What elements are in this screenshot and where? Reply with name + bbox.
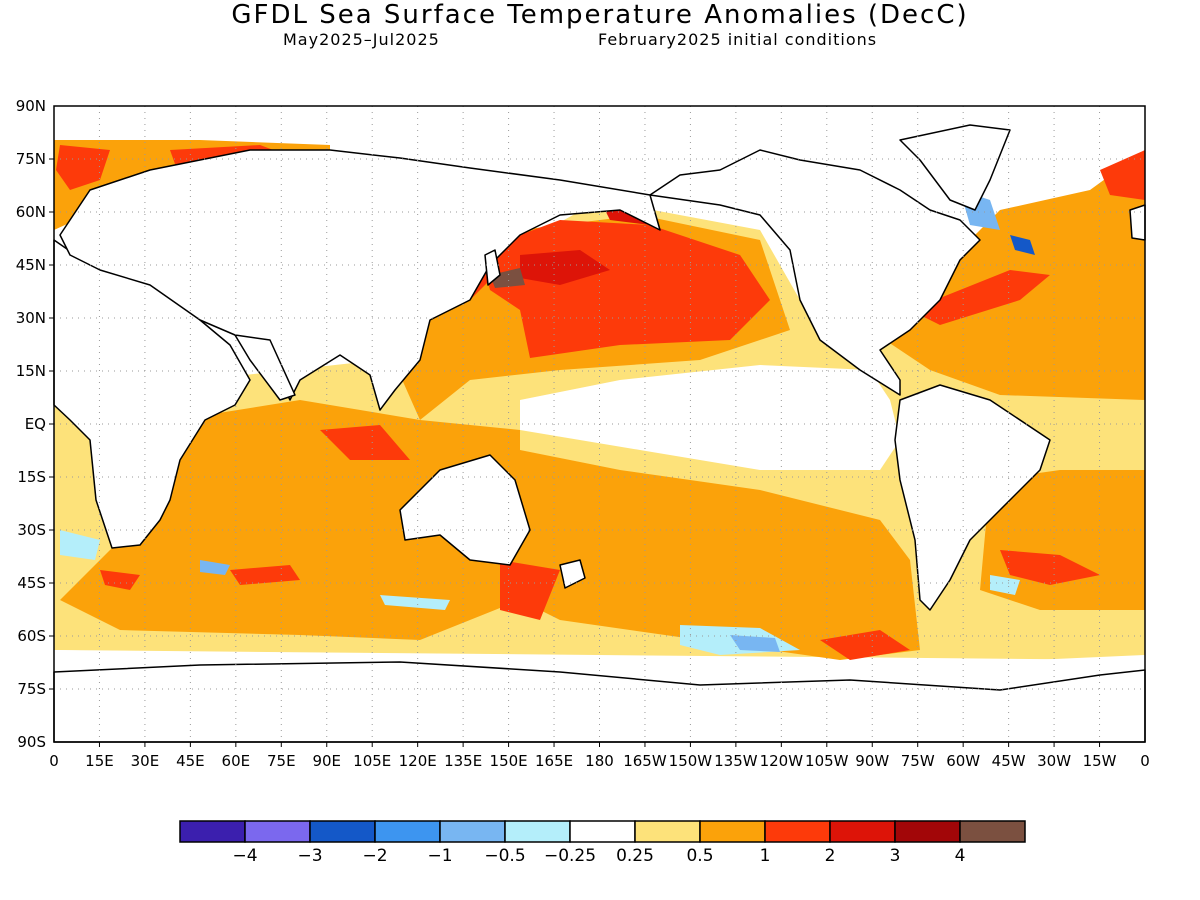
longitude-tick-label: 150E	[489, 752, 528, 770]
continent-outline	[649, 149, 981, 396]
coastlines	[53, 124, 1146, 743]
latitude-tick-label: 75N	[15, 150, 46, 168]
legend-swatch	[634, 820, 701, 843]
legend-tick-label: 2	[824, 846, 836, 866]
latitude-tick-label: 45N	[15, 256, 46, 274]
anomaly-region	[1010, 235, 1035, 255]
anomaly-region	[910, 270, 1050, 325]
map-title: GFDL Sea Surface Temperature Anomalies (…	[231, 0, 969, 30]
longitude-tick-label: 90W	[855, 752, 890, 770]
continent-outline	[899, 124, 1011, 211]
longitude-tick-label: 60E	[221, 752, 251, 770]
anomaly-region	[730, 635, 780, 652]
anomaly-region	[500, 560, 560, 620]
anomaly-region	[520, 365, 900, 470]
legend-swatch	[374, 820, 441, 843]
legend-tick-label: −0.25	[543, 846, 597, 866]
longitude-tick-label: 75E	[266, 752, 296, 770]
legend-swatch	[569, 820, 636, 843]
graticule	[49, 106, 1145, 747]
legend-tick-label: −3	[297, 846, 323, 866]
legend-tick-label: −4	[232, 846, 258, 866]
continent-outline	[484, 249, 501, 286]
legend-swatch	[309, 820, 376, 843]
anomaly-region	[60, 530, 100, 560]
longitude-tick-label: 60W	[946, 752, 981, 770]
longitude-tick-label: 135W	[714, 752, 758, 770]
initial-conditions: February2025 initial conditions	[598, 30, 878, 49]
latitude-tick-label: 15S	[17, 468, 46, 486]
latitude-tick-label: 30S	[17, 521, 46, 539]
longitude-tick-label: 120W	[759, 752, 804, 770]
legend-tick-label: 3	[889, 846, 901, 866]
longitude-tick-label: 0	[49, 752, 59, 770]
latitude-tick-label: 30N	[15, 309, 46, 327]
legend-swatch	[179, 820, 246, 843]
continent-outline	[1129, 204, 1146, 241]
color-legend	[179, 820, 1026, 843]
forecast-period: May2025–Jul2025	[283, 30, 440, 49]
map-frame	[53, 105, 1146, 743]
latitude-tick-label: 90S	[17, 733, 46, 751]
longitude-tick-label: 45W	[991, 752, 1026, 770]
latitude-tick-label: 60N	[15, 203, 46, 221]
latitude-tick-label: 75S	[17, 680, 46, 698]
continent-outline	[234, 334, 296, 401]
continent-outline	[399, 454, 531, 566]
anomaly-region	[1000, 550, 1100, 585]
legend-tick-label: 0.5	[686, 846, 714, 866]
legend-swatch	[504, 820, 571, 843]
anomaly-region	[100, 570, 140, 590]
legend-swatch	[959, 820, 1026, 843]
longitude-tick-label: 165W	[623, 752, 667, 770]
anomaly-region	[200, 560, 230, 575]
anomaly-region	[500, 450, 920, 660]
continent-outline	[559, 559, 586, 589]
legend-swatch	[244, 820, 311, 843]
longitude-tick-label: 15W	[1082, 752, 1117, 770]
latitude-tick-label: EQ	[24, 415, 46, 433]
longitude-tick-label: 0	[1140, 752, 1150, 770]
anomaly-region	[1100, 150, 1145, 200]
longitude-tick-label: 150W	[668, 752, 713, 770]
legend-tick-label: −0.5	[484, 846, 526, 866]
longitude-tick-label: 15E	[85, 752, 114, 770]
anomaly-region	[380, 595, 450, 610]
longitude-tick-label: 30W	[1037, 752, 1072, 770]
continent-outline	[59, 149, 661, 411]
longitude-tick-label: 135E	[444, 752, 483, 770]
longitude-tick-label: 165E	[534, 752, 574, 770]
legend-swatch	[894, 820, 961, 843]
latitude-tick-label: 90N	[15, 97, 46, 115]
longitude-tick-label: 120E	[398, 752, 437, 770]
anomaly-region	[520, 250, 610, 285]
latitude-tick-label: 60S	[17, 627, 46, 645]
continent-outline	[894, 384, 1051, 611]
longitude-tick-label: 105W	[805, 752, 849, 770]
legend-swatch	[764, 820, 831, 843]
legend-tick-label: −2	[362, 846, 388, 866]
anomaly-region	[56, 145, 110, 190]
anomaly-region	[230, 565, 300, 585]
longitude-tick-label: 75W	[900, 752, 935, 770]
latitude-tick-label: 15N	[15, 362, 46, 380]
legend-tick-label: 1	[759, 846, 771, 866]
longitude-tick-label: 30E	[130, 752, 160, 770]
longitude-tick-label: 90E	[312, 752, 342, 770]
longitude-tick-label: 105E	[353, 752, 392, 770]
legend-swatch	[439, 820, 506, 843]
legend-swatch	[829, 820, 896, 843]
longitude-tick-label: 45E	[176, 752, 205, 770]
anomaly-region	[320, 425, 410, 460]
legend-tick-label: −1	[427, 846, 453, 866]
legend-tick-label: 0.25	[616, 846, 654, 866]
legend-tick-label: 4	[954, 846, 966, 866]
legend-swatch	[699, 820, 766, 843]
longitude-tick-label: 180	[585, 752, 614, 770]
anomaly-region	[990, 575, 1020, 595]
latitude-tick-label: 45S	[17, 574, 46, 592]
anomaly-region	[820, 630, 910, 660]
